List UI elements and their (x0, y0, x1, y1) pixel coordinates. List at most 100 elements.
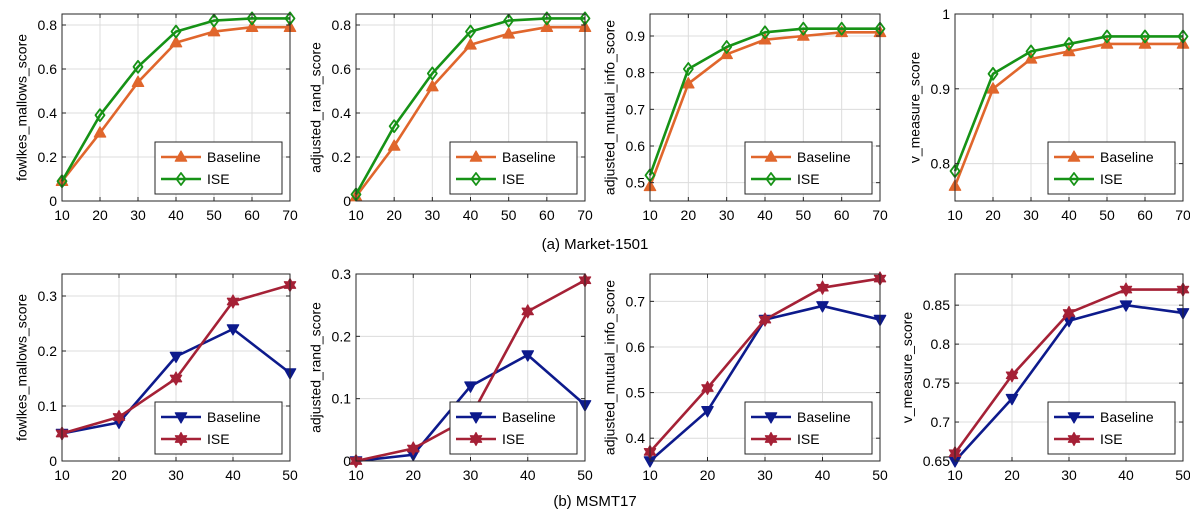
x-tick-label: 50 (577, 467, 593, 483)
legend-marker (175, 172, 187, 186)
data-point-baseline (502, 27, 515, 39)
y-tick-label: 0.8 (332, 17, 352, 33)
data-point-ise (1101, 29, 1113, 44)
chart-7: 10 20 30 40 50 0.4 0.5 0.6 0.7 adjusted_mutual_in… (602, 271, 888, 483)
x-tick-label: 20 (700, 467, 716, 483)
data-point-ise (169, 371, 183, 386)
legend: Baseline ISE (744, 401, 873, 455)
legend-marker (174, 150, 188, 162)
data-point-ise (1139, 29, 1151, 44)
y-tick-label: 0.3 (38, 288, 58, 304)
series-line-ise (648, 27, 880, 176)
legend-box (1047, 141, 1176, 195)
data-point-ise (816, 280, 829, 295)
x-tick-label: 30 (1023, 207, 1039, 223)
legend-label: Baseline (797, 409, 851, 425)
x-tick-label: 30 (1061, 467, 1077, 483)
data-point-ise (1062, 305, 1076, 321)
x-tick-label: 20 (111, 467, 127, 483)
x-tick-label: 40 (520, 467, 536, 483)
legend-label: ISE (1100, 431, 1123, 447)
legend-marker (764, 412, 778, 424)
data-point-baseline (387, 139, 401, 151)
data-point-baseline (426, 80, 439, 92)
legend-label: ISE (797, 431, 820, 447)
data-point-ise (1025, 44, 1037, 59)
data-point-baseline (93, 126, 107, 138)
figure-caption: (b) MSMT17 (553, 493, 636, 510)
legend-label: Baseline (207, 409, 261, 425)
y-tick-label: 0.4 (626, 430, 646, 446)
y-tick-label: 0.6 (332, 61, 352, 77)
data-point-ise (426, 66, 438, 81)
y-tick-label: 0.6 (626, 339, 646, 355)
x-tick-label: 70 (872, 207, 888, 223)
data-point-ise (208, 13, 220, 28)
x-tick-label: 40 (1061, 207, 1077, 223)
legend-label: Baseline (502, 149, 556, 165)
y-tick-label: 0.1 (38, 398, 58, 414)
y-tick-label: 0.1 (332, 391, 352, 407)
legend-box (449, 141, 578, 195)
series-line-ise (60, 17, 290, 182)
y-axis-label: fowlkes_mallows_score (14, 34, 30, 181)
y-tick-label: 0.75 (923, 375, 950, 391)
y-tick-label: 1 (942, 6, 950, 22)
data-point-baseline (1119, 300, 1133, 312)
chart-8: 10 20 30 40 50 0.65 0.7 0.75 0.8 0.85 v_measure_sc… (899, 273, 1190, 483)
x-tick-label: 50 (501, 207, 517, 223)
y-tick-label: 0.9 (626, 28, 646, 44)
x-tick-label: 10 (348, 467, 364, 483)
y-tick-label: 0.2 (332, 149, 352, 165)
data-point-ise (987, 66, 999, 81)
x-tick-label: 40 (225, 467, 241, 483)
legend-marker (764, 150, 778, 162)
data-point-baseline (464, 381, 477, 393)
series-line-ise (953, 35, 1183, 172)
data-point-ise (1119, 282, 1133, 297)
y-tick-label: 0 (343, 193, 351, 209)
figure-caption: (a) Market-1501 (542, 236, 649, 253)
legend-marker (174, 412, 188, 424)
legend-marker (765, 172, 777, 186)
legend-label: Baseline (207, 149, 261, 165)
x-tick-label: 30 (463, 467, 479, 483)
legend-marker (1067, 412, 1081, 424)
legend-label: Baseline (1100, 149, 1154, 165)
y-tick-label: 0.6 (38, 61, 58, 77)
x-tick-label: 10 (947, 207, 963, 223)
y-tick-label: 0.7 (626, 293, 646, 309)
data-point-ise (721, 40, 733, 54)
x-tick-label: 50 (796, 207, 812, 223)
data-point-ise (226, 294, 240, 309)
data-point-ise (836, 21, 848, 36)
data-point-ise (797, 21, 809, 36)
y-tick-label: 0.8 (931, 336, 951, 352)
x-tick-label: 20 (1004, 467, 1020, 483)
data-point-baseline (682, 77, 695, 89)
x-tick-label: 60 (834, 207, 850, 223)
chart-2: 10 20 30 40 50 60 70 0 0.2 0.4 0.6 0.8 adjusted_rand… (308, 11, 593, 223)
x-tick-label: 10 (642, 207, 658, 223)
legend-label: ISE (502, 431, 525, 447)
y-axis-label: adjusted_mutual_info_score (602, 20, 618, 195)
x-tick-label: 40 (168, 207, 184, 223)
y-tick-label: 0.2 (38, 343, 58, 359)
data-point-ise (246, 11, 258, 26)
data-point-ise (388, 119, 400, 134)
x-tick-label: 10 (54, 207, 70, 223)
data-point-ise (465, 24, 476, 39)
x-tick-label: 50 (206, 207, 222, 223)
x-tick-label: 20 (92, 207, 108, 223)
legend-label: Baseline (502, 409, 556, 425)
x-tick-label: 50 (1175, 467, 1190, 483)
x-tick-label: 30 (130, 207, 146, 223)
data-point-ise (407, 441, 420, 456)
legend-label: ISE (1100, 171, 1123, 187)
x-tick-label: 20 (681, 207, 697, 223)
y-tick-label: 0.4 (38, 105, 58, 121)
legend-marker (764, 431, 778, 447)
y-tick-label: 0.5 (626, 385, 646, 401)
legend-box (744, 141, 873, 195)
